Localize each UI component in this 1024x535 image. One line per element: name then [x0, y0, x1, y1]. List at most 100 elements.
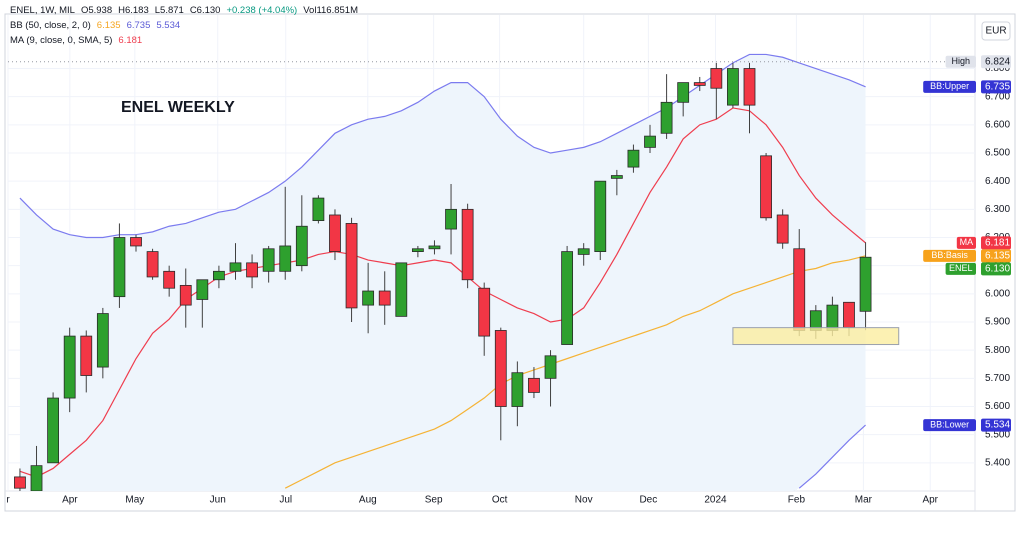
badge-name-box	[923, 80, 976, 93]
badge-value: 5.534	[985, 420, 1010, 431]
candle-body	[627, 149, 640, 168]
x-tick-label: Jun	[210, 495, 226, 506]
legend-row: ENEL, 1W, MIL O5.938 H6.183 L5.871 C6.130 +0.…	[10, 5, 358, 16]
badge-value: 6.130	[985, 264, 1010, 275]
badge-name: BB:Lower	[930, 419, 969, 429]
band-fill	[19, 54, 866, 491]
indicator-line	[284, 255, 866, 489]
legend-row: MA (9, close, 0, SMA, 5) 6.181	[10, 35, 142, 46]
candle-body	[428, 245, 441, 250]
candle-body	[511, 372, 524, 407]
x-tick-label: Oct	[492, 495, 508, 506]
legend-item: C6.130	[190, 5, 221, 16]
y-tick-label: 6.000	[985, 288, 1010, 299]
badge-name-box	[945, 262, 976, 275]
legend-item: 5.534	[156, 20, 180, 31]
legend-row: BB (50, close, 2, 0) 6.135 6.735 5.534	[10, 20, 180, 31]
badge-name: BB:Basis	[931, 250, 968, 260]
badge-name: BB:Upper	[930, 81, 969, 91]
candle-body	[843, 301, 855, 329]
x-tick-label: Jul	[279, 495, 292, 506]
currency-box[interactable]	[981, 21, 1011, 41]
candle-body	[63, 335, 76, 399]
legend-item: 6.181	[118, 35, 142, 46]
candle-body	[561, 251, 574, 345]
badge-name-box	[923, 249, 976, 262]
candle-body	[660, 101, 673, 134]
candle-body	[14, 476, 26, 489]
candle-body	[362, 290, 375, 306]
badge-value: 6.824	[985, 56, 1010, 67]
indicator-line	[19, 53, 866, 239]
legend-item: 6.135	[97, 20, 121, 31]
x-tick-label: Mar	[855, 495, 873, 506]
candle-body	[461, 208, 474, 281]
legend-item: ENEL, 1W, MIL	[10, 5, 75, 16]
indicator-line	[798, 424, 866, 489]
candle-body	[295, 225, 308, 267]
badge-value-box	[981, 418, 1011, 432]
candle-body	[163, 270, 176, 289]
chart-title: ENEL WEEKLY	[121, 99, 235, 116]
y-tick-label: 5.800	[985, 345, 1010, 356]
legend-item: 6.735	[127, 20, 151, 31]
candle-body	[47, 397, 60, 464]
badge-value: 6.181	[985, 238, 1010, 249]
currency: EUR	[985, 26, 1006, 37]
legend-item: O5.938	[81, 5, 112, 16]
candle-body	[610, 175, 623, 179]
candle-body	[727, 68, 739, 106]
indicator-line	[19, 107, 866, 478]
legend-item: BB (50, close, 2, 0)	[10, 20, 91, 31]
candle-body	[445, 208, 457, 230]
candle-body	[411, 248, 424, 252]
candle-body	[262, 248, 275, 272]
candle-body	[528, 377, 540, 393]
x-tick-label: Dec	[639, 495, 657, 506]
candle-body	[246, 262, 258, 278]
candle-body	[494, 330, 507, 407]
x-tick-label: Aug	[359, 495, 377, 506]
candle-body	[80, 335, 93, 376]
candle-body	[229, 262, 242, 272]
y-tick-label: 6.600	[985, 119, 1010, 130]
candle-body	[859, 256, 872, 312]
overlay	[732, 327, 900, 346]
legend-item: MA (9, close, 0, SMA, 5)	[10, 35, 112, 46]
candle-body	[793, 248, 806, 331]
badge-value: 6.135	[985, 251, 1010, 262]
candle-body	[329, 214, 341, 252]
y-tick-label: 5.700	[985, 373, 1010, 384]
x-tick-label: Nov	[575, 495, 593, 506]
badge-value-box	[981, 262, 1011, 276]
badge-value-box	[981, 80, 1011, 94]
candle-body	[279, 245, 292, 272]
candle-body	[693, 82, 706, 86]
x-tick-label: Apr	[922, 495, 938, 506]
x-tick-label: Feb	[788, 495, 806, 506]
candle-body	[378, 290, 391, 306]
candle-body	[96, 313, 109, 368]
y-tick-label: 6.500	[985, 148, 1010, 159]
candle-body	[30, 465, 43, 491]
y-tick-label: 5.400	[985, 457, 1010, 468]
candle-body	[478, 287, 491, 337]
candle-body	[544, 355, 557, 379]
badge-value: 6.735	[985, 81, 1010, 92]
badge-name-box	[923, 419, 976, 432]
legend-item: +0.238 (+4.04%)	[226, 5, 297, 16]
y-tick-label: 5.500	[985, 429, 1010, 440]
y-tick-label: 6.800	[985, 63, 1010, 74]
candle-body	[760, 155, 772, 219]
badge-value-box	[981, 249, 1011, 263]
badge-name: High	[952, 56, 971, 66]
badge-name: MA	[960, 237, 974, 247]
badge-name: ENEL	[949, 263, 973, 273]
candle-body	[395, 262, 408, 317]
y-tick-label: 6.300	[985, 204, 1010, 215]
badge-value-box	[981, 236, 1011, 250]
candle-body	[179, 284, 192, 306]
candle-body	[345, 223, 358, 309]
